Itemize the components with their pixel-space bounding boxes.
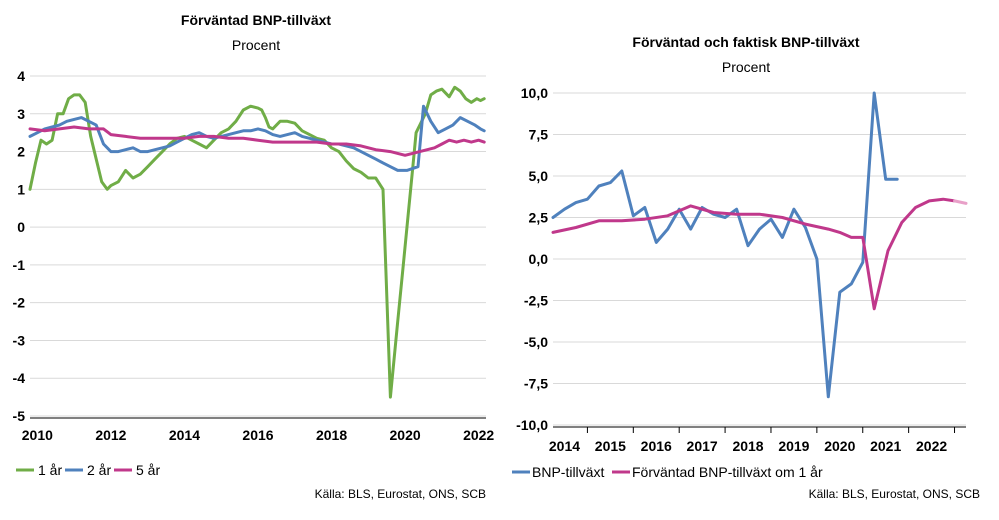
left-legend: 1 år 2 år 5 år — [16, 462, 160, 478]
series-line-1-r — [28, 85, 486, 399]
y-tick-label: -5 — [13, 408, 26, 424]
left-chart-subtitle: Procent — [232, 37, 280, 53]
x-tick-label: 2020 — [390, 427, 421, 443]
right-chart-title: Förväntad och faktisk BNP-tillväxt — [632, 34, 860, 50]
series-line-2-r — [28, 104, 486, 172]
y-tick-label: 0 — [17, 219, 25, 235]
y-tick-label: -3 — [13, 332, 26, 348]
y-tick-label: -2,5 — [524, 293, 548, 309]
y-tick-label: 1 — [17, 181, 25, 197]
y-tick-label: 5,0 — [529, 168, 549, 184]
legend-label-forvantad: Förväntad BNP-tillväxt om 1 år — [632, 464, 823, 480]
y-tick-label: -4 — [13, 370, 26, 386]
legend-label-bnp: BNP-tillväxt — [532, 464, 604, 480]
right-grid — [553, 92, 966, 426]
right-legend: BNP-tillväxt Förväntad BNP-tillväxt om 1… — [512, 464, 823, 480]
series-line-bnp-tillv-xt — [551, 91, 899, 399]
left-series-group — [28, 85, 486, 399]
x-tick-label: 2022 — [463, 427, 494, 443]
left-y-axis: 4 3 2 1 0 -1 -2 -3 -4 -5 — [13, 68, 26, 424]
y-tick-label: 3 — [17, 106, 25, 122]
series-forecast-tail — [953, 199, 968, 205]
y-tick-label: -5,0 — [524, 334, 548, 350]
y-tick-label: -1 — [13, 257, 26, 273]
x-tick-label: 2018 — [316, 427, 347, 443]
left-x-axis: 2010 2012 2014 2016 2018 2020 2022 — [22, 417, 494, 443]
right-x-axis: 2014 2015 2016 2017 2018 2019 2020 2021 2022 — [549, 426, 966, 454]
legend-label-5ar: 5 år — [136, 462, 160, 478]
x-tick-label: 2012 — [95, 427, 126, 443]
x-tick-label: 2014 — [169, 427, 200, 443]
right-source: Källa: BLS, Eurostat, ONS, SCB — [809, 487, 980, 501]
left-chart-title: Förväntad BNP-tillväxt — [181, 12, 331, 28]
x-tick-label: 2016 — [641, 438, 672, 454]
right-series-group — [551, 91, 968, 399]
y-tick-label: -7,5 — [524, 376, 548, 392]
x-tick-label: 2020 — [824, 438, 855, 454]
x-tick-label: 2021 — [870, 438, 901, 454]
x-tick-label: 2014 — [549, 438, 580, 454]
left-chart: Förväntad BNP-tillväxt Procent 4 3 2 1 0 -1 -2… — [13, 12, 495, 501]
series-line-5-r — [28, 125, 486, 157]
x-tick-label: 2018 — [732, 438, 763, 454]
right-chart: Förväntad och faktisk BNP-tillväxt Proce… — [512, 34, 980, 501]
y-tick-label: 0,0 — [529, 251, 549, 267]
y-tick-label: 4 — [17, 68, 25, 84]
left-source: Källa: BLS, Eurostat, ONS, SCB — [315, 487, 486, 501]
y-tick-label: 2,5 — [529, 210, 549, 226]
x-tick-label: 2022 — [916, 438, 947, 454]
y-tick-label: -2 — [13, 295, 26, 311]
x-tick-label: 2010 — [22, 427, 53, 443]
y-tick-label: -10,0 — [516, 417, 548, 433]
x-tick-label: 2016 — [242, 427, 273, 443]
right-y-axis: 10,0 7,5 5,0 2,5 0,0 -2,5 -5,0 -7,5 -10,0 — [516, 85, 548, 433]
x-tick-label: 2017 — [687, 438, 718, 454]
y-tick-label: 2 — [17, 144, 25, 160]
x-tick-label: 2019 — [778, 438, 809, 454]
y-tick-label: 7,5 — [529, 127, 549, 143]
right-chart-subtitle: Procent — [722, 59, 770, 75]
y-tick-label: 10,0 — [521, 85, 548, 101]
legend-label-2ar: 2 år — [87, 462, 111, 478]
x-tick-label: 2015 — [595, 438, 626, 454]
legend-label-1ar: 1 år — [38, 462, 62, 478]
series-line-f-rv-ntad-bnp-tillv-xt-om-1-r — [551, 197, 956, 311]
